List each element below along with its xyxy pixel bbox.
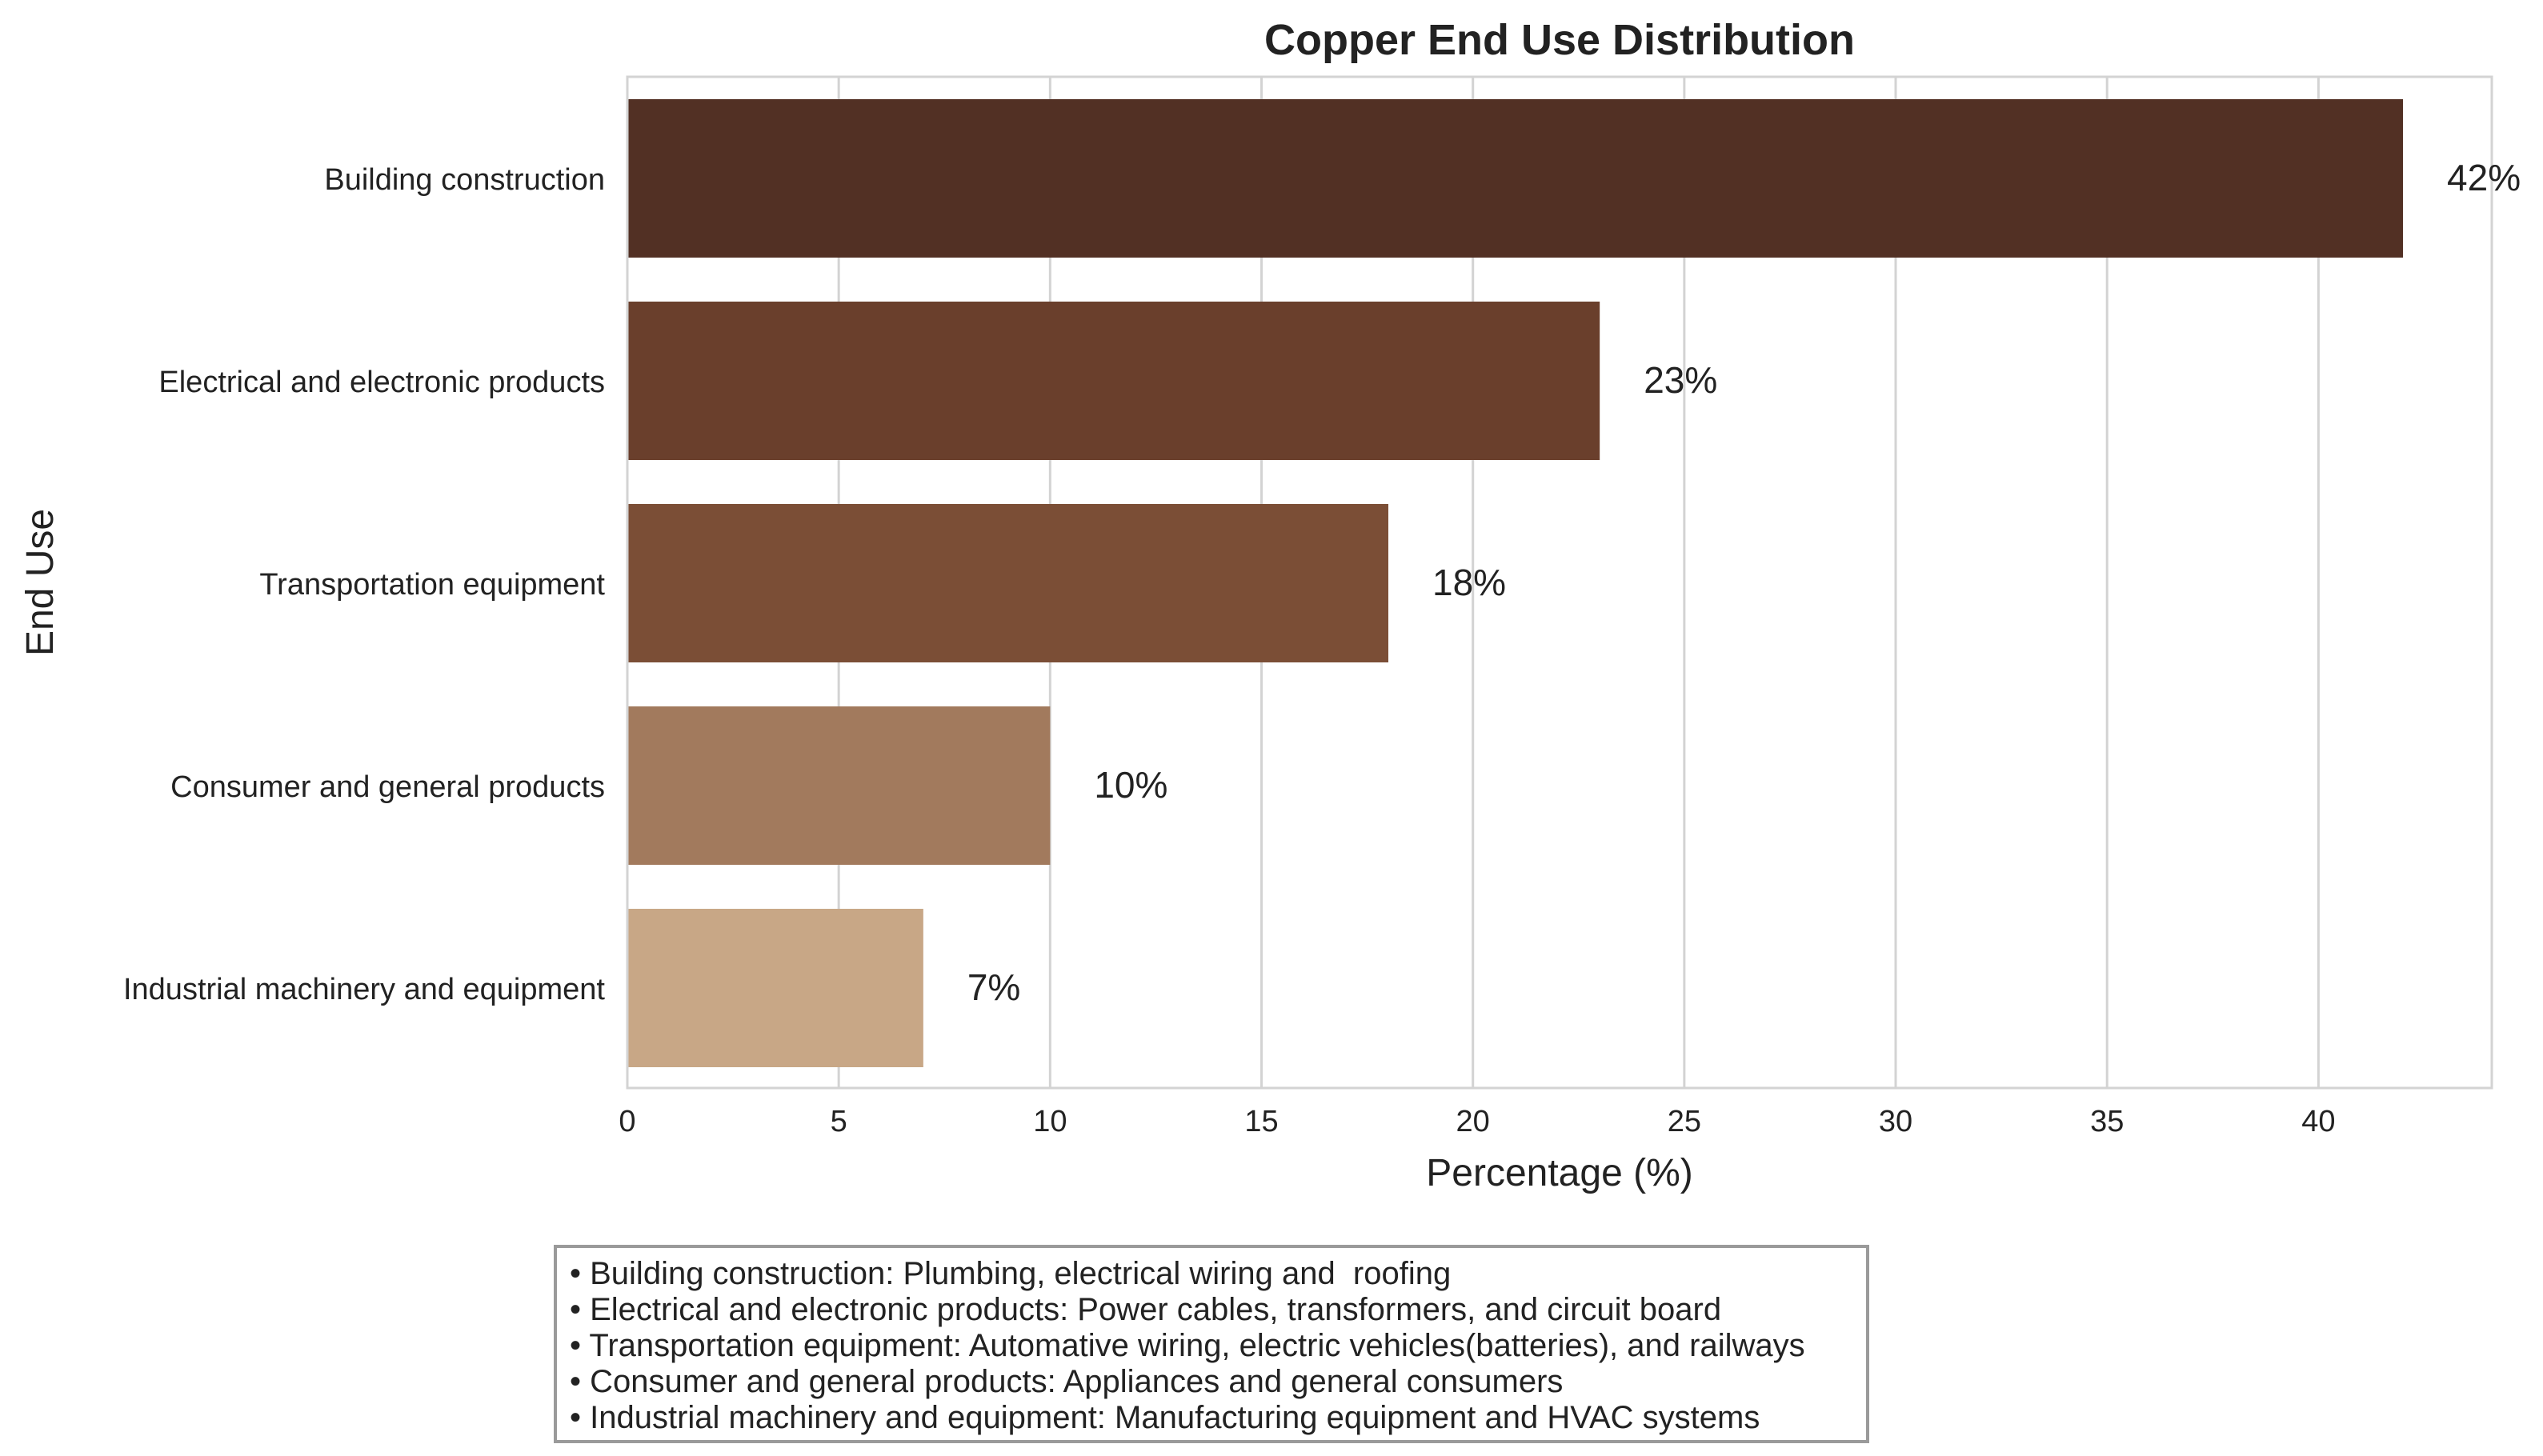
bar [627,504,1389,662]
chart-title: Copper End Use Distribution [1264,16,1855,64]
description-line: • Transportation equipment: Automative w… [570,1328,1805,1363]
x-tick-label: 40 [2301,1105,2335,1138]
y-axis-label: End Use [19,509,62,656]
category-label: Transportation equipment [259,568,605,602]
description-line: • Industrial machinery and equipment: Ma… [570,1400,1760,1435]
bar-layer [627,99,2404,1067]
category-layer: Building construction Electrical and elec… [123,163,605,1006]
bar-value-label: 7% [967,966,1020,1008]
x-tick-label: 25 [1668,1105,1701,1138]
x-tick-label: 15 [1244,1105,1278,1138]
bar [627,302,1600,460]
bar-value-label: 42% [2447,157,2521,198]
x-tick-label: 10 [1033,1105,1067,1138]
description-line: • Electrical and electronic products: Po… [570,1292,1722,1327]
x-axis-label: Percentage (%) [1426,1152,1693,1194]
bar-value-label: 23% [1644,359,1717,401]
x-tick-label: 5 [831,1105,847,1138]
bar-value-label: 18% [1432,562,1506,603]
x-tick-label: 20 [1456,1105,1490,1138]
category-label: Industrial machinery and equipment [123,973,605,1006]
category-label: Electrical and electronic products [158,366,605,399]
description-box: • Building construction: Plumbing, elect… [554,1245,1869,1443]
description-line: • Building construction: Plumbing, elect… [570,1256,1452,1291]
bar-value-label: 10% [1094,764,1167,806]
category-label: Consumer and general products [170,770,605,804]
x-tick-label: 0 [619,1105,635,1138]
x-tick-label: 30 [1879,1105,1912,1138]
bar [627,909,923,1067]
bar [627,706,1051,865]
tick-layer: 0 5 10 15 20 25 30 35 40 [619,1105,2335,1138]
description-line: • Consumer and general products: Applian… [570,1364,1564,1399]
label-layer: 42% 23% 18% 10% 7% [967,157,2521,1008]
x-tick-label: 35 [2090,1105,2124,1138]
bar [627,99,2404,258]
plot-frame [626,75,2493,1090]
category-label: Building construction [324,163,605,197]
